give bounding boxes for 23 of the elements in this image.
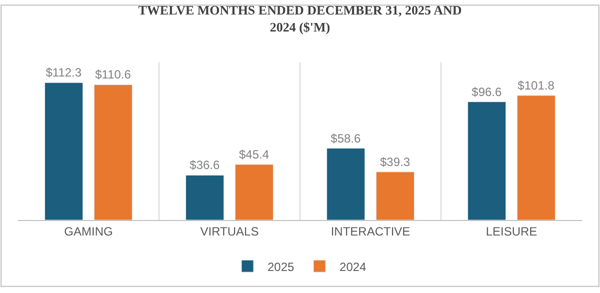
bar xyxy=(234,164,274,220)
chart-title: TWELVE MONTHS ENDED DECEMBER 31, 2025 AND 2024 ($'M) xyxy=(138,2,462,35)
legend-label: 2025 xyxy=(268,260,295,274)
bar xyxy=(516,95,556,220)
data-label: $58.6 xyxy=(330,131,362,146)
data-label: $112.3 xyxy=(46,66,82,80)
bar xyxy=(94,84,132,220)
x-tick-label: GAMING xyxy=(64,224,113,238)
data-label: $110.6 xyxy=(95,68,132,82)
bar xyxy=(44,82,84,220)
bar xyxy=(376,172,414,220)
x-tick-label: INTERACTIVE xyxy=(330,224,410,238)
legend-label: 2024 xyxy=(340,260,367,274)
bar xyxy=(186,174,224,220)
data-label: $36.6 xyxy=(190,158,220,172)
bar xyxy=(468,102,506,220)
data-label: $45.4 xyxy=(238,147,270,162)
x-tick-label: LEISURE xyxy=(486,224,538,238)
data-label: $39.3 xyxy=(380,154,410,169)
x-tick-label: VIRTUALS xyxy=(200,224,259,238)
data-label: $96.6 xyxy=(472,84,502,99)
bar xyxy=(326,148,366,220)
data-label: $101.8 xyxy=(518,78,555,92)
